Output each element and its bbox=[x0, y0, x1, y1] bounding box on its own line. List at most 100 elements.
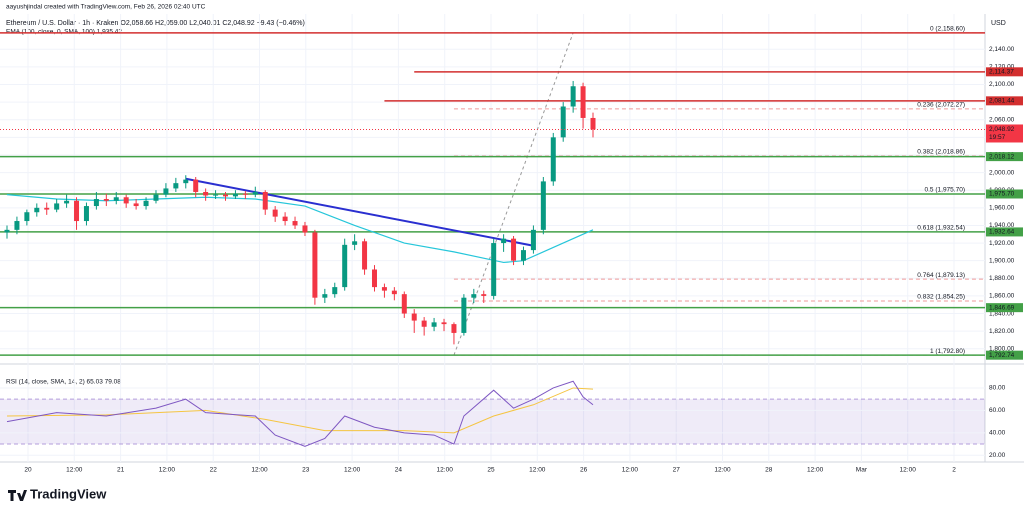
y-tick-label: 2,060.00 bbox=[989, 116, 1015, 123]
candle-body bbox=[322, 294, 328, 298]
y-tick-label: 2,000.00 bbox=[989, 169, 1015, 176]
candle bbox=[401, 291, 407, 318]
candle bbox=[252, 186, 258, 198]
candle-body bbox=[143, 200, 149, 207]
candle-body bbox=[530, 229, 536, 251]
candle-body bbox=[580, 86, 586, 118]
y-tick-label: 2,100.00 bbox=[989, 81, 1015, 88]
candle-body bbox=[520, 250, 526, 261]
candle-body bbox=[123, 197, 129, 204]
candle bbox=[421, 317, 427, 336]
candle bbox=[282, 212, 288, 226]
candle bbox=[471, 288, 477, 303]
fib-label: 0.764 (1,879.13) bbox=[917, 272, 965, 279]
candle bbox=[113, 191, 119, 205]
y-tick-label: 2,120.00 bbox=[989, 64, 1015, 71]
candle-body bbox=[342, 244, 348, 288]
level-label: 1,792.74 bbox=[989, 352, 1015, 359]
candle-body bbox=[511, 238, 517, 261]
candle bbox=[342, 238, 348, 291]
candle-body bbox=[14, 221, 20, 230]
rsi-legend: RSI (14, close, SMA, 14, 2) 65.03 79.08 bbox=[6, 379, 121, 386]
candle-body bbox=[481, 294, 487, 296]
fib-label: 0.832 (1,854.25) bbox=[917, 294, 965, 301]
y-tick-label: 1,800.00 bbox=[989, 346, 1015, 353]
candle-body bbox=[93, 199, 99, 207]
level-tag bbox=[986, 96, 1023, 106]
candle bbox=[14, 216, 20, 235]
candle bbox=[123, 194, 129, 208]
candle-body bbox=[4, 229, 10, 233]
y-tick-label: 1,940.00 bbox=[989, 222, 1015, 229]
x-tick-label: 25 bbox=[487, 467, 495, 474]
candle bbox=[292, 216, 298, 229]
countdown: 19:57 bbox=[989, 134, 1006, 141]
candle bbox=[34, 203, 40, 217]
y-tick-label: 1,880.00 bbox=[989, 275, 1015, 282]
rsi-ma bbox=[6, 387, 594, 434]
level-label: 1,932.64 bbox=[989, 229, 1015, 236]
x-tick-label: 28 bbox=[765, 467, 773, 474]
y-tick-label: 1,840.00 bbox=[989, 310, 1015, 317]
candle bbox=[272, 206, 278, 222]
level-tag bbox=[986, 189, 1023, 199]
candle bbox=[223, 191, 229, 201]
x-tick-label: 12:00 bbox=[807, 467, 824, 474]
candle-body bbox=[64, 200, 70, 204]
level-label: 2,081.44 bbox=[989, 98, 1015, 105]
last-price-label: 2,048.92 bbox=[989, 126, 1015, 133]
candle bbox=[431, 317, 437, 332]
last-price-tag bbox=[986, 124, 1023, 143]
candle bbox=[24, 209, 30, 226]
candle bbox=[203, 188, 209, 201]
candle-body bbox=[362, 241, 368, 270]
candle-body bbox=[292, 221, 298, 226]
candle bbox=[371, 265, 377, 292]
level-tag bbox=[986, 227, 1023, 237]
candle-body bbox=[411, 313, 417, 321]
candle-body bbox=[570, 86, 576, 107]
level-label: 2,114.37 bbox=[989, 69, 1014, 76]
level-label: 1,846.69 bbox=[989, 304, 1015, 311]
fib-label: 1 (1,792.80) bbox=[930, 348, 965, 355]
candle bbox=[381, 283, 387, 298]
candle-body bbox=[44, 207, 50, 210]
candle bbox=[411, 309, 417, 333]
level-tag bbox=[986, 152, 1023, 162]
candle bbox=[481, 290, 487, 303]
level-label: 1,975.70 bbox=[989, 191, 1015, 198]
candle-body bbox=[252, 191, 258, 195]
candle-body bbox=[173, 183, 179, 189]
candle bbox=[332, 282, 338, 298]
x-tick-label: 12:00 bbox=[344, 467, 361, 474]
candle-body bbox=[312, 232, 318, 298]
x-tick-label: 12:00 bbox=[622, 467, 639, 474]
x-tick-label: 12:00 bbox=[529, 467, 546, 474]
rsi-tick-label: 20.00 bbox=[989, 452, 1006, 459]
candle bbox=[173, 177, 179, 192]
candle-body bbox=[421, 320, 427, 327]
candle bbox=[74, 197, 80, 230]
candle-body bbox=[232, 193, 238, 197]
fib-label: 0.236 (2,072.27) bbox=[917, 102, 965, 109]
candle bbox=[54, 199, 60, 213]
candle-body bbox=[54, 203, 60, 210]
x-tick-label: 26 bbox=[580, 467, 588, 474]
candle bbox=[103, 193, 109, 207]
rsi-tick-label: 80.00 bbox=[989, 385, 1006, 392]
y-tick-label: 1,860.00 bbox=[989, 293, 1015, 300]
candle-body bbox=[223, 194, 229, 197]
candle bbox=[153, 190, 159, 204]
candle bbox=[560, 102, 566, 142]
candle bbox=[580, 82, 586, 129]
candle bbox=[590, 112, 596, 138]
fib-label: 0.618 (1,932.54) bbox=[917, 225, 965, 232]
logo: TradingView bbox=[8, 486, 107, 501]
candle bbox=[520, 246, 526, 266]
candle bbox=[163, 183, 169, 198]
rsi-band bbox=[0, 399, 985, 445]
candle bbox=[4, 225, 10, 239]
symbol-legend: Ethereum / U.S. Dollar · 1h · Kraken O2,… bbox=[6, 20, 305, 27]
level-tag bbox=[986, 350, 1023, 360]
candle bbox=[501, 234, 507, 252]
